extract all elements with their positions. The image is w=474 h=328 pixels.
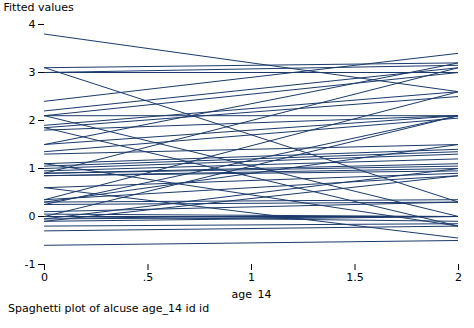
svg-text:4: 4 — [29, 18, 36, 31]
svg-text:.5: .5 — [143, 271, 154, 284]
svg-text:1: 1 — [29, 162, 36, 175]
svg-text:0: 0 — [29, 210, 36, 223]
svg-text:-1: -1 — [25, 258, 36, 271]
svg-text:2: 2 — [29, 114, 36, 127]
svg-text:0: 0 — [41, 271, 48, 284]
html-text:Spaghetti plot of alcuse age_1: Spaghetti plot of alcuse age_14 id id — [8, 302, 210, 315]
svg-text:age_14: age_14 — [232, 288, 272, 301]
svg-text:2: 2 — [455, 271, 462, 284]
svg-text:Fitted values: Fitted values — [4, 1, 75, 14]
svg-text:1.5: 1.5 — [346, 271, 364, 284]
svg-text:1: 1 — [248, 271, 255, 284]
svg-text:3: 3 — [29, 66, 36, 79]
